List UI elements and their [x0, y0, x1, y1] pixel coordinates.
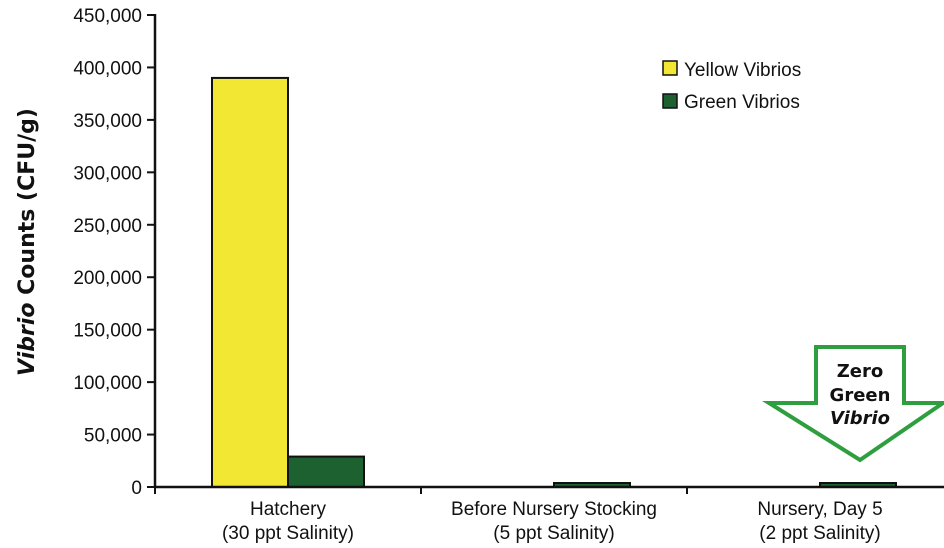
y-tick-label: 450,000: [73, 6, 142, 27]
y-tick-label: 400,000: [73, 58, 142, 79]
y-tick-label: 150,000: [73, 321, 142, 342]
y-axis-label-rest: Counts (CFU/g): [15, 108, 40, 302]
annotation-line2: Green: [830, 385, 891, 406]
y-tick-label: 100,000: [73, 373, 142, 394]
legend-label-green: Green Vibrios: [684, 92, 800, 113]
category-sublabel: (2 ppt Salinity): [759, 523, 880, 544]
annotation-line1: Zero: [837, 361, 884, 382]
bar-green-0: [288, 457, 364, 487]
y-axis-label-italic: Vibrio: [15, 303, 40, 376]
legend-swatch-green: [663, 94, 677, 108]
y-tick-label: 50,000: [84, 426, 142, 447]
y-tick-label: 0: [131, 478, 142, 499]
category-label: Before Nursery Stocking: [451, 499, 657, 520]
legend-swatch-yellow: [663, 61, 677, 75]
y-tick-label: 350,000: [73, 111, 142, 132]
category-label: Hatchery: [250, 499, 327, 520]
y-tick-label: 200,000: [73, 268, 142, 289]
legend: Yellow Vibrios Green Vibrios: [663, 60, 801, 113]
annotation-line3: Vibrio: [830, 408, 890, 429]
y-tick-label: 250,000: [73, 216, 142, 237]
y-axis-ticks: 0 50,000 100,000 150,000 200,000 250,000 300,0…: [73, 6, 155, 499]
bar-yellow-0: [212, 78, 288, 487]
zero-green-vibrio-annotation: Zero Green Vibrio: [769, 347, 943, 460]
category-label: Nursery, Day 5: [757, 499, 882, 520]
category-sublabel: (5 ppt Salinity): [493, 523, 614, 544]
y-tick-label: 300,000: [73, 163, 142, 184]
category-sublabel: (30 ppt Salinity): [222, 523, 354, 544]
bars: [212, 78, 896, 487]
y-axis-label: Vibrio Counts (CFU/g): [15, 108, 40, 376]
x-axis-labels: Hatchery (30 ppt Salinity) Before Nursery …: [222, 499, 883, 544]
legend-label-yellow: Yellow Vibrios: [684, 60, 801, 81]
